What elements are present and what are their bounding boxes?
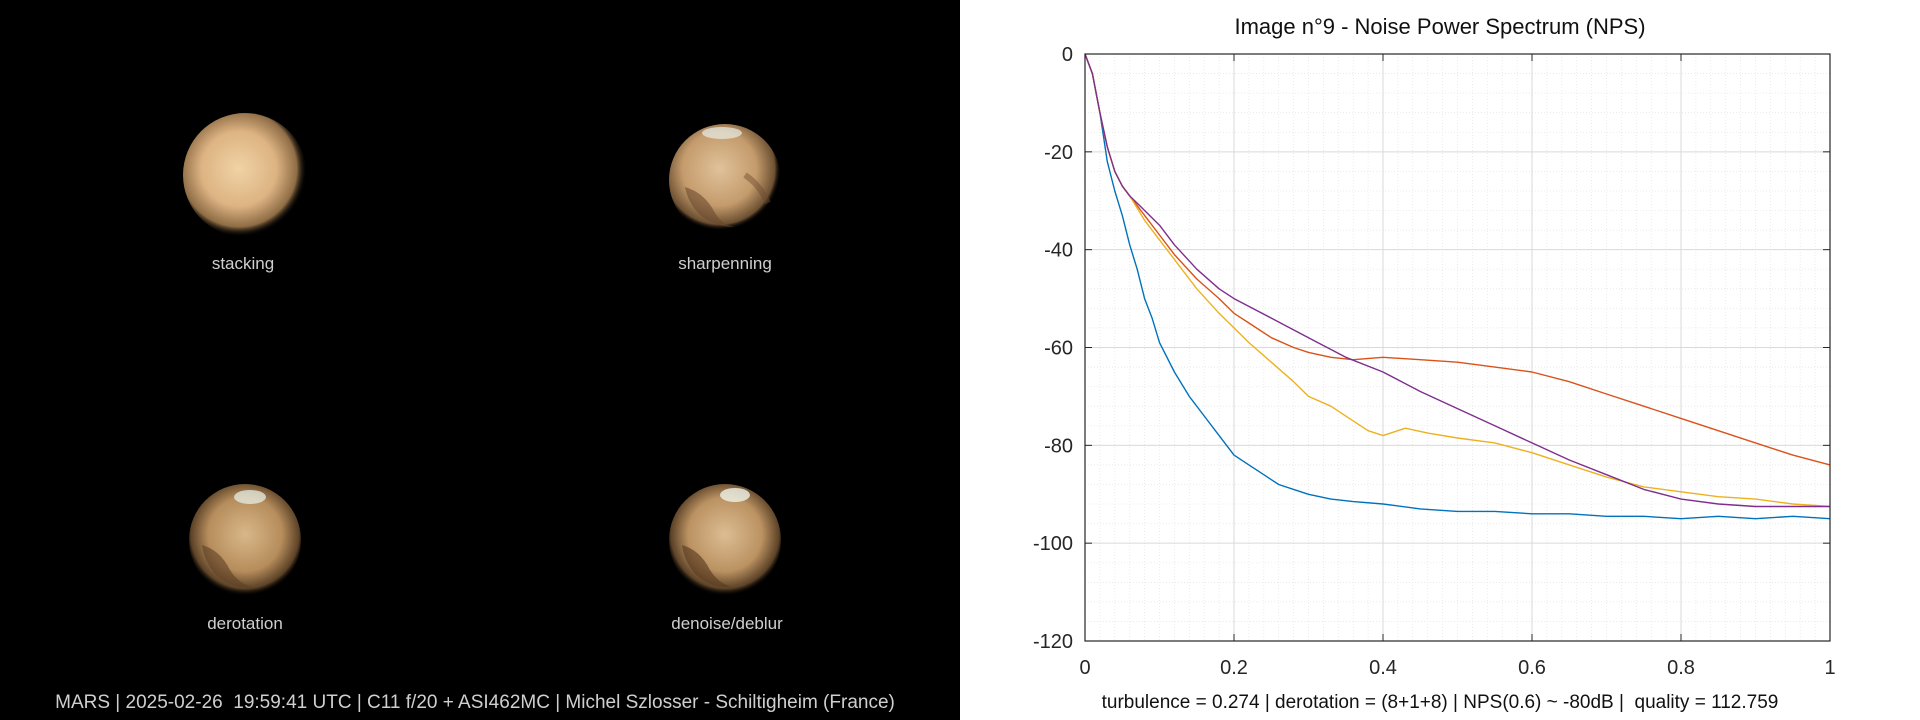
chart-panel: Image n°9 - Noise Power Spectrum (NPS) 0… bbox=[960, 0, 1920, 720]
planet-label-denoise: denoise/deblur bbox=[671, 614, 783, 633]
x-tick-label: 0.6 bbox=[1518, 657, 1546, 679]
image-caption: MARS | 2025-02-26 19:59:41 UTC | C11 f/2… bbox=[55, 692, 895, 713]
chart-title: Image n°9 - Noise Power Spectrum (NPS) bbox=[1234, 14, 1646, 39]
chart-footer: turbulence = 0.274 | derotation = (8+1+8… bbox=[1101, 692, 1779, 713]
planet-image-derotation bbox=[180, 475, 310, 610]
y-tick-label: -60 bbox=[1044, 338, 1073, 360]
y-tick-label: -40 bbox=[1044, 240, 1073, 262]
series-line-3 bbox=[1084, 53, 1831, 508]
y-tick-label: -80 bbox=[1044, 435, 1073, 457]
image-panel: stacking sharpenning bbox=[0, 0, 960, 720]
y-tick-label: -120 bbox=[1033, 631, 1073, 653]
x-tick-label: 0.2 bbox=[1220, 657, 1248, 679]
series-line-4 bbox=[1084, 53, 1830, 508]
y-tick-label: 0 bbox=[1062, 44, 1073, 66]
y-tick-label: -100 bbox=[1033, 533, 1073, 555]
series-line-1 bbox=[1084, 53, 1831, 520]
planet-image-sharpening bbox=[660, 115, 790, 250]
planet-label-sharpening: sharpenning bbox=[678, 254, 772, 273]
series-line-2 bbox=[1084, 53, 1831, 466]
nps-chart: 0 0.2 0.4 0.6 0.8 1 0 -20 -40 -60 -80 -100 -120 bbox=[1033, 44, 1836, 679]
x-tick-label: 1 bbox=[1824, 657, 1835, 679]
planet-image-stacking bbox=[180, 110, 310, 245]
planet-image-denoise bbox=[660, 475, 790, 610]
y-tick-label: -20 bbox=[1044, 142, 1073, 164]
planet-label-derotation: derotation bbox=[207, 614, 283, 633]
planet-label-stacking: stacking bbox=[211, 254, 275, 273]
x-tick-label: 0 bbox=[1079, 657, 1090, 679]
x-tick-label: 0.4 bbox=[1369, 657, 1397, 679]
x-tick-label: 0.8 bbox=[1667, 657, 1695, 679]
